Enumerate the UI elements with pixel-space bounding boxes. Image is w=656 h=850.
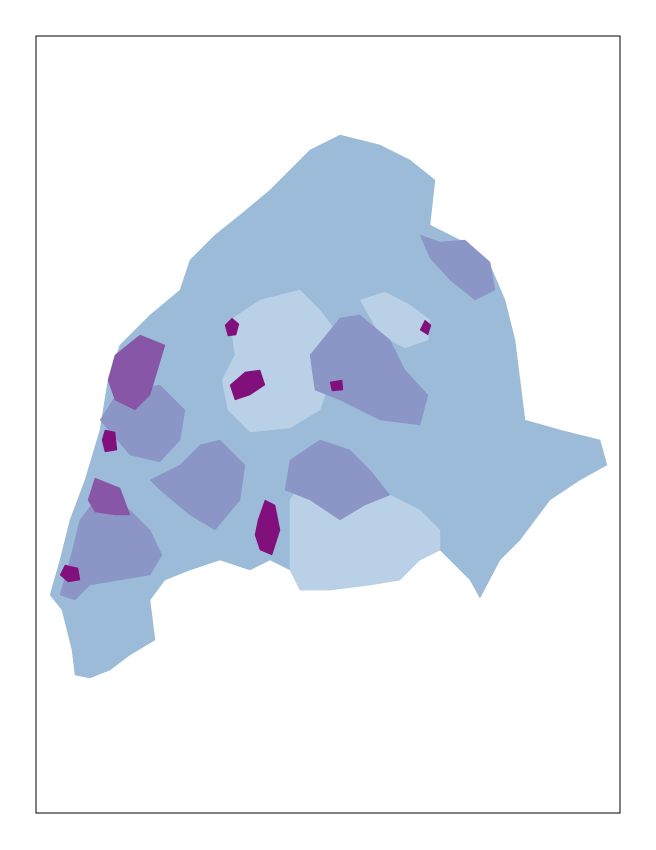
region (59, 564, 81, 583)
region (254, 499, 281, 556)
region (309, 314, 429, 426)
region (284, 439, 391, 521)
region (419, 234, 496, 301)
region (87, 477, 131, 516)
region (149, 439, 246, 531)
region (107, 334, 166, 411)
region (419, 319, 432, 336)
region (329, 379, 344, 392)
region (221, 289, 336, 433)
region (224, 317, 240, 337)
regions (49, 134, 608, 679)
region (101, 429, 118, 453)
region (229, 369, 266, 401)
